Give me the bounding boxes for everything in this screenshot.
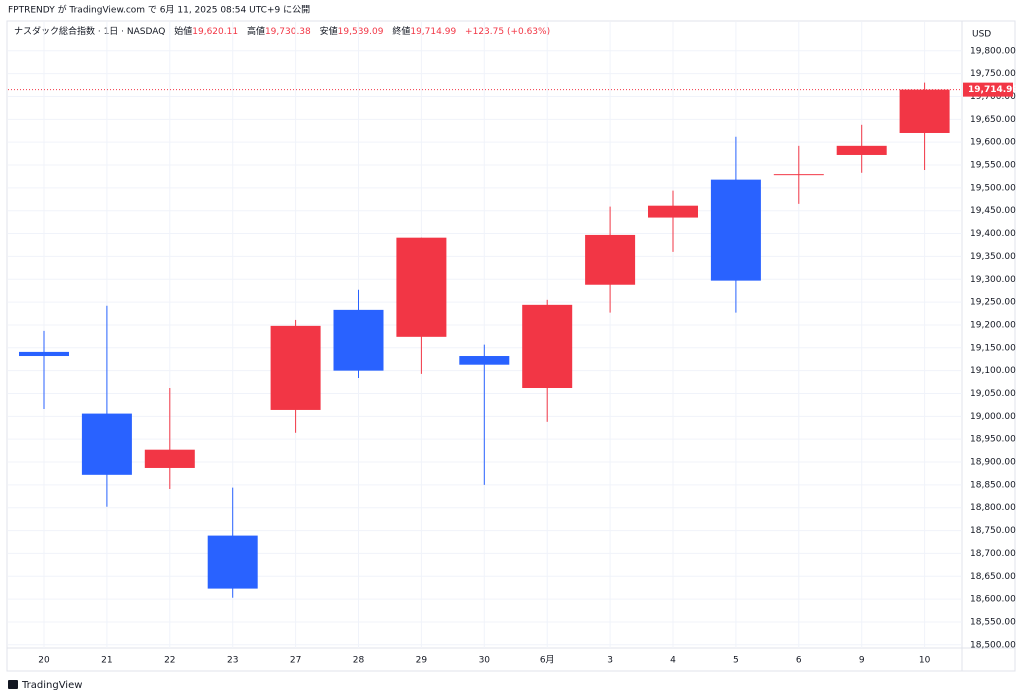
y-tick-label: 19,250.00 [970, 298, 1016, 308]
legend-item: 19,539.09 [338, 27, 384, 37]
y-tick-label: 18,750.00 [970, 526, 1016, 536]
last-price-label: 19,714.99 [968, 85, 1019, 95]
x-tick-label: 9 [859, 656, 865, 666]
x-tick-label: 29 [416, 656, 428, 666]
candle-body [207, 535, 258, 589]
legend-item: 19,730.38 [265, 27, 311, 37]
candle-body [459, 356, 510, 365]
y-tick-label: 19,300.00 [970, 275, 1016, 285]
y-tick-label: 19,450.00 [970, 206, 1016, 216]
x-tick-label: 3 [607, 656, 613, 666]
y-tick-label: 18,550.00 [970, 617, 1016, 627]
candle-body [710, 179, 761, 281]
logo [8, 680, 18, 689]
y-tick-label: 19,150.00 [970, 343, 1016, 353]
x-tick-label: 21 [101, 656, 112, 666]
y-tick-label: 19,400.00 [970, 229, 1016, 239]
x-tick-label: 6 [796, 656, 802, 666]
candle-body [836, 145, 887, 155]
legend: ナスダック総合指数 · 1日 · NASDAQ 始値19,620.11 高値19… [14, 25, 550, 37]
candle-body [81, 413, 132, 475]
candle-body [773, 174, 824, 176]
x-tick-label: 23 [227, 656, 238, 666]
candle-body [899, 89, 950, 133]
candle-body [19, 351, 69, 357]
x-tick-label: 20 [38, 656, 50, 666]
y-tick-label: 19,750.00 [970, 69, 1016, 79]
y-tick-label: 19,800.00 [970, 46, 1016, 56]
y-tick-label: 18,850.00 [970, 480, 1016, 490]
legend-item: 終値 [392, 25, 410, 37]
x-tick-label: 6月 [540, 655, 555, 666]
y-tick-label: 18,900.00 [970, 458, 1016, 468]
brand: TradingView [21, 680, 82, 691]
y-tick-label: 19,650.00 [970, 115, 1016, 125]
candle-body [333, 309, 384, 371]
legend-item: ナスダック総合指数 · 1日 · NASDAQ [14, 25, 165, 37]
x-tick-label: 5 [733, 656, 739, 666]
x-tick-label: 22 [164, 656, 175, 666]
x-tick-label: 28 [353, 656, 365, 666]
y-tick-label: 18,600.00 [970, 595, 1016, 605]
legend-item: +123.75 (+0.63%) [465, 27, 550, 37]
y-tick-label: 19,000.00 [970, 412, 1016, 422]
legend-item: 始値 [174, 25, 192, 37]
y-tick-label: 19,550.00 [970, 161, 1016, 171]
x-tick-label: 30 [479, 656, 491, 666]
y-tick-label: 18,650.00 [970, 572, 1016, 582]
candle-body [396, 237, 447, 337]
x-tick-label: 27 [290, 656, 301, 666]
publisher: FPTRENDY が TradingView.com で 6月 11, 2025… [8, 4, 310, 16]
y-tick-label: 18,700.00 [970, 549, 1016, 559]
candle-body [585, 234, 636, 285]
y-tick-label: 19,500.00 [970, 183, 1016, 193]
frame [6, 20, 1016, 672]
last-price-box [963, 82, 1013, 97]
y-tick-label: 19,100.00 [970, 366, 1016, 376]
x-tick-label: 4 [670, 656, 676, 666]
y-tick-label: 18,950.00 [970, 435, 1016, 445]
x-tick-label: 10 [919, 656, 931, 666]
legend-item: 19,620.11 [192, 27, 238, 37]
candle-body [648, 205, 698, 218]
candle-body [270, 325, 321, 410]
legend-item: 安値 [320, 25, 338, 37]
legend-item: 高値 [247, 25, 265, 37]
y-tick-label: 18,500.00 [970, 640, 1016, 650]
currency: USD [972, 30, 991, 40]
y-tick-label: 19,200.00 [970, 320, 1016, 330]
candle-body [144, 449, 195, 468]
y-tick-label: 19,600.00 [970, 138, 1016, 148]
candle-body [522, 304, 573, 389]
y-tick-label: 19,050.00 [970, 389, 1016, 399]
y-tick-label: 19,700.00 [970, 92, 1016, 102]
y-tick-label: 19,350.00 [970, 252, 1016, 262]
legend-item: 19,714.99 [410, 27, 456, 37]
y-tick-label: 18,800.00 [970, 503, 1016, 513]
